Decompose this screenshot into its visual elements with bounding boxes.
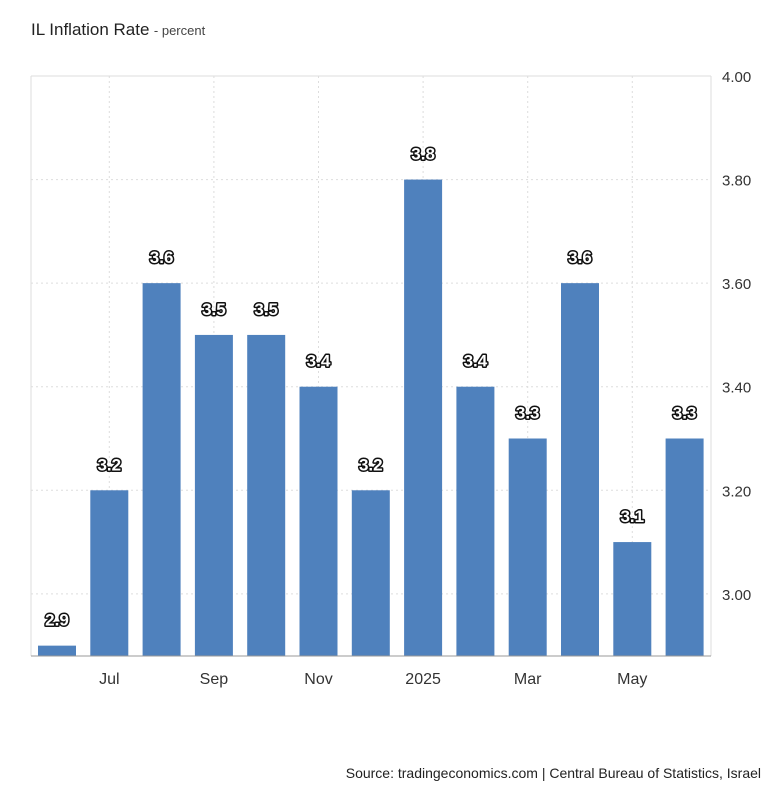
bar (38, 645, 76, 656)
bar (351, 490, 390, 656)
bar (247, 334, 286, 656)
bar-data-label: 3.5 (254, 300, 278, 319)
bar (299, 386, 338, 656)
bar-data-label: 3.4 (464, 352, 488, 371)
bar-data-label: 3.5 (202, 300, 226, 319)
chart-title: IL Inflation Rate (31, 20, 150, 39)
x-tick-label: 2025 (405, 671, 441, 688)
y-tick-label: 3.40 (722, 380, 751, 397)
bar-chart: 3.00 3.20 3.40 3.60 3.80 4.00 2.9 3.2 3.6 3.5 3.5 3… (30, 69, 751, 688)
bar-data-label: 3.1 (620, 507, 644, 526)
bar-data-label: 3.2 (97, 455, 121, 474)
x-tick-label: May (617, 671, 647, 688)
x-tick-label: Jul (99, 671, 119, 688)
chart-subtitle: - percent (153, 23, 206, 38)
bar-data-label: 3.8 (411, 145, 435, 164)
bar-data-label: 3.6 (568, 248, 592, 267)
bar (561, 283, 599, 656)
chart-title-row: IL Inflation Rate - percent (31, 20, 205, 40)
bar-data-label: 3.2 (359, 455, 383, 474)
y-tick-label: 3.80 (722, 173, 751, 190)
bar (90, 490, 129, 656)
bar-data-label: 3.3 (673, 404, 697, 423)
bar (194, 334, 233, 656)
bar-data-label: 3.3 (516, 404, 540, 423)
y-tick-label: 4.00 (722, 69, 751, 86)
bar (665, 438, 704, 656)
bar-data-label: 3.6 (150, 248, 174, 267)
bar-data-label: 2.9 (45, 611, 69, 630)
y-tick-label: 3.60 (722, 276, 751, 293)
bar (404, 179, 443, 657)
y-tick-label: 3.00 (722, 587, 751, 604)
bar (508, 438, 547, 656)
bar (613, 542, 652, 656)
x-tick-label: Sep (200, 671, 229, 688)
x-tick-label: Nov (304, 671, 332, 688)
bar (456, 386, 495, 656)
source-note: Source: tradingeconomics.com | Central B… (345, 765, 761, 781)
bar-data-label: 3.4 (307, 352, 331, 371)
x-tick-label: Mar (514, 671, 542, 688)
y-tick-label: 3.20 (722, 483, 751, 500)
bar (142, 283, 181, 656)
